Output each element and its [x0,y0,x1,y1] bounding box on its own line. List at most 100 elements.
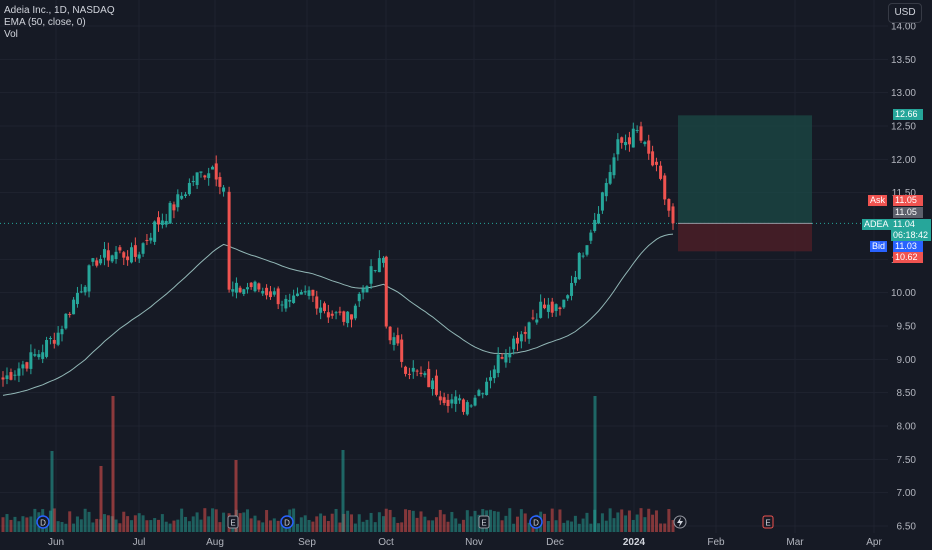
candle [573,277,577,283]
volume-bar [330,513,334,532]
candle [330,313,334,316]
candle [157,217,161,225]
lightning-glyph [677,517,683,527]
ema-legend[interactable]: EMA (50, close, 0) [4,17,86,28]
volume-bar [512,523,516,532]
candle [83,286,87,293]
candle [473,397,477,406]
time-tick-label: Mar [786,537,804,548]
candle [377,258,381,273]
volume-bar [365,519,369,532]
candle [295,293,299,296]
volume-bar [581,518,585,532]
grid [0,0,888,533]
candle [307,290,311,296]
volume-bar [407,510,411,532]
candle [512,338,516,350]
volume-spike [111,396,115,532]
candle [438,396,442,401]
candle [631,128,635,148]
dividend-icon [529,515,543,529]
volume-bar [13,516,17,532]
volume-bar [160,514,164,532]
candle [381,257,385,263]
candle [577,252,581,280]
volume-bar [168,523,172,532]
event-markers[interactable]: D D DE E E [36,515,774,529]
price-tick-label: 7.50 [897,455,917,466]
price-tick-label: 14.00 [891,22,916,33]
candle [373,270,377,272]
candle [635,129,639,131]
candle [5,375,9,380]
volume-bar [164,521,168,532]
price-tick-label: 13.50 [891,55,916,66]
candle [45,339,49,357]
candle [659,165,663,179]
volume-spike [99,466,103,532]
volume-bar [450,511,454,532]
volume-bar [303,515,307,532]
candle [315,296,319,309]
candle [554,304,558,311]
currency-button[interactable]: USD [888,3,922,23]
volume-bar [577,523,581,532]
volume-bar [469,516,473,532]
long-position-tool[interactable] [678,115,812,252]
volume-bar [604,520,608,532]
volume-bar [515,516,519,532]
volume-bar [106,515,110,532]
volume-bar [361,521,365,532]
volume-bar [33,508,37,532]
price-tick-label: 12.00 [891,155,916,166]
candle [346,311,350,324]
candle [299,291,303,295]
candle [106,250,110,261]
candle [218,176,222,187]
volume-bar [25,517,29,532]
volume-bar [338,522,342,532]
volume-bar [434,517,438,532]
volume-bar [122,511,126,532]
volume-bar [608,508,612,532]
volume-bar [5,514,9,532]
candle [234,282,238,293]
candle [558,307,562,310]
time-tick-label: Sep [298,537,316,548]
time-axis[interactable]: Jun Jul Aug Sep Oct Nov Dec 2024 Feb Mar Apr [48,537,883,548]
candle [639,126,643,141]
time-tick-label: Feb [707,537,725,548]
volume-spike [234,460,238,532]
candle [543,304,547,309]
bid-price-tag: 11.03 [893,241,923,252]
candle [133,245,137,257]
candle [79,291,83,293]
symbol-title[interactable]: Adeia Inc., 1D, NASDAQ [4,5,115,16]
volume-bar [60,522,64,532]
price-axis[interactable]: 14.0013.5013.0012.5012.0011.5010.5010.00… [891,22,916,533]
candle [203,175,207,178]
candle [265,287,269,296]
candle [427,368,431,388]
volume-bar [369,512,373,532]
candle [129,247,133,263]
candle [671,206,675,224]
candle [527,322,531,339]
volume-bar [643,517,647,532]
volume-bar [195,512,199,532]
volume-bar [141,515,145,532]
candle [667,199,671,211]
volume-bar [295,523,299,532]
volume-bar [265,510,269,532]
volume-bar [242,512,246,532]
price-tick-label: 8.50 [897,388,917,399]
candle [311,289,315,296]
earnings-letter: E [481,519,486,528]
volume-legend[interactable]: Vol [4,29,18,40]
dividend-icon [280,515,294,529]
volume-bar [9,519,13,532]
volume-bar [504,515,508,532]
volume-bar [627,510,631,532]
candle [242,289,246,294]
